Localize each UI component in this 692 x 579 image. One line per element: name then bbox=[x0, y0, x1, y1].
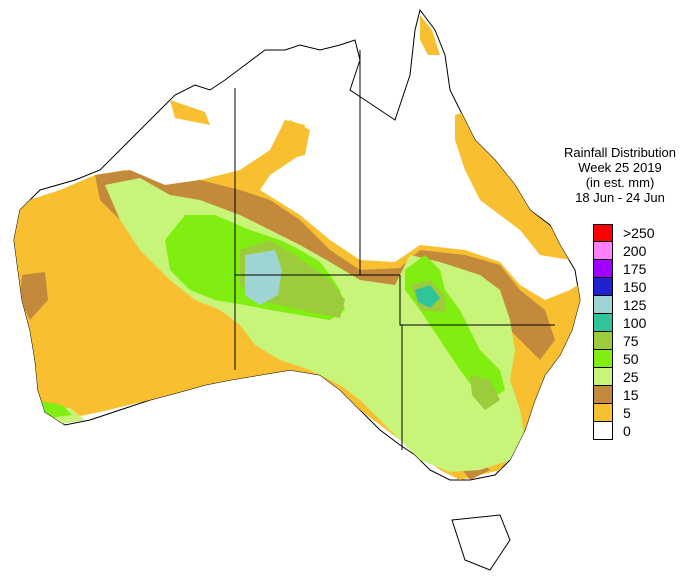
title-line-2: Week 25 2019 bbox=[578, 160, 662, 175]
tasmania-outline bbox=[451, 514, 511, 571]
legend-swatch bbox=[593, 296, 613, 314]
legend-label: 25 bbox=[623, 369, 639, 385]
legend-row: >250 bbox=[593, 224, 655, 242]
sa-qld-border bbox=[399, 275, 555, 326]
zone-25mm-tas bbox=[452, 515, 510, 570]
title-line-3: (in est. mm) bbox=[585, 175, 655, 190]
legend-swatch bbox=[593, 314, 613, 332]
legend-label: >250 bbox=[623, 225, 655, 241]
rainfall-legend: >250 200 175 150 125 100 75 50 25 15 5 0 bbox=[593, 224, 655, 440]
legend-swatch bbox=[593, 350, 613, 368]
legend-label: 100 bbox=[623, 315, 647, 331]
legend-swatch bbox=[593, 278, 613, 296]
legend-row: 25 bbox=[593, 368, 655, 386]
legend-swatch bbox=[593, 422, 613, 440]
legend-row: 5 bbox=[593, 404, 655, 422]
legend-label: 125 bbox=[623, 297, 647, 313]
legend-label: 0 bbox=[623, 423, 631, 439]
legend-swatch bbox=[593, 386, 613, 404]
state-borders bbox=[234, 50, 555, 450]
legend-swatch bbox=[593, 332, 613, 350]
legend-swatch bbox=[593, 260, 613, 278]
legend-label: 5 bbox=[623, 405, 631, 421]
legend-label: 175 bbox=[623, 261, 647, 277]
legend-label: 15 bbox=[623, 387, 639, 403]
legend-swatch bbox=[593, 242, 613, 260]
zone-100mm-nsw bbox=[415, 285, 440, 308]
legend-row: 100 bbox=[593, 314, 655, 332]
legend-label: 50 bbox=[623, 351, 639, 367]
legend-label: 200 bbox=[623, 243, 647, 259]
legend-row: 0 bbox=[593, 422, 655, 440]
legend-row: 15 bbox=[593, 386, 655, 404]
legend-row: 125 bbox=[593, 296, 655, 314]
legend-label: 150 bbox=[623, 279, 647, 295]
zone-5mm-cape-york bbox=[420, 15, 440, 55]
legend-row: 200 bbox=[593, 242, 655, 260]
legend-swatch bbox=[593, 224, 613, 242]
map-title: Rainfall Distribution Week 25 2019 (in e… bbox=[548, 145, 692, 205]
title-line-1: Rainfall Distribution bbox=[564, 145, 676, 160]
legend-row: 150 bbox=[593, 278, 655, 296]
legend-label: 75 bbox=[623, 333, 639, 349]
title-line-4: 18 Jun - 24 Jun bbox=[575, 190, 665, 205]
zone-75mm-vic bbox=[470, 375, 500, 410]
rainfall-zones bbox=[14, 15, 580, 570]
zone-15mm-sw-wa bbox=[20, 272, 48, 320]
legend-row: 75 bbox=[593, 332, 655, 350]
legend-swatch bbox=[593, 368, 613, 386]
zone-5mm-kimberley bbox=[270, 120, 310, 160]
zone-5mm-top-end bbox=[170, 100, 210, 125]
legend-row: 175 bbox=[593, 260, 655, 278]
legend-swatch bbox=[593, 404, 613, 422]
zone-125mm-central bbox=[245, 250, 282, 305]
legend-row: 50 bbox=[593, 350, 655, 368]
